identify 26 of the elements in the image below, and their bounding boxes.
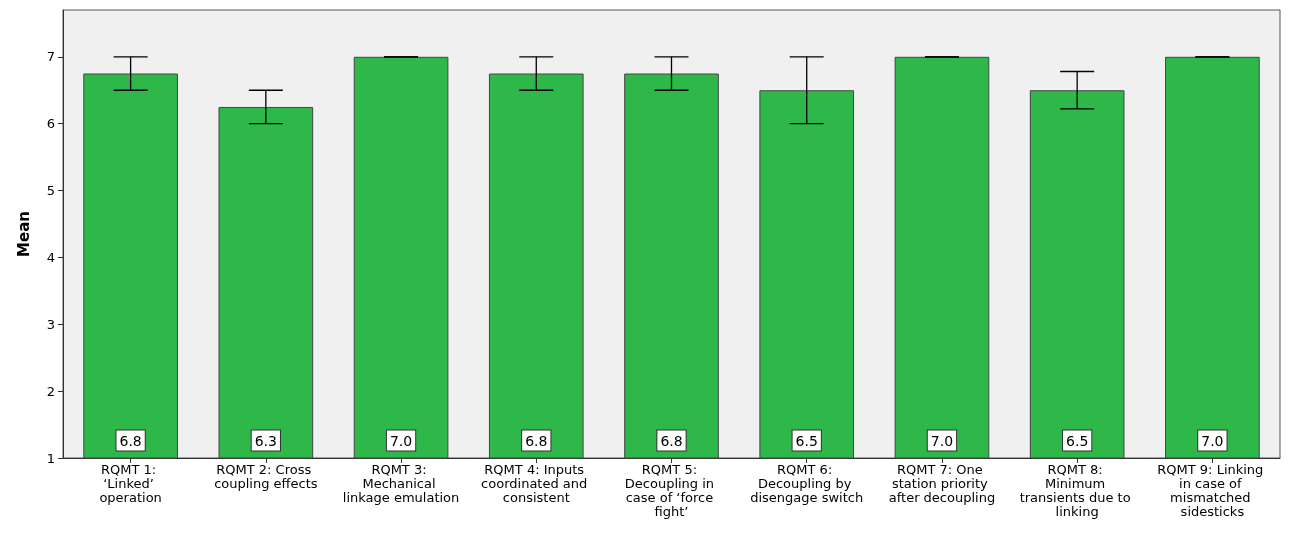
data-label: 7.0 (930, 432, 954, 449)
x-tick-label: RQMT 4: Inputs coordinated and consistent (481, 461, 592, 505)
data-label: 6.8 (660, 432, 683, 449)
x-tick-label: RQMT 2: Cross coupling effects (214, 461, 318, 491)
y-tick-label: 4 (46, 249, 55, 265)
data-label: 6.8 (525, 432, 548, 449)
data-label: 7.0 (1201, 432, 1224, 449)
data-label: 6.8 (119, 432, 142, 449)
x-tick-label: RQMT 6: Decoupling by disengage switch (750, 461, 864, 505)
y-tick-label: 5 (46, 183, 55, 199)
y-tick-label: 3 (46, 316, 55, 332)
y-tick-label: 6 (46, 116, 55, 132)
x-tick-label: RQMT 9: Linking in case of mismatched sidesticks (1157, 461, 1268, 519)
x-tick-label: RQMT 1: ‘Linked’ operation (99, 461, 162, 505)
y-tick-label: 1 (46, 450, 55, 466)
x-tick-label: RQMT 8: Minimum transients due to linking (1019, 461, 1135, 519)
y-tick-label: 7 (46, 49, 55, 65)
data-label: 6.5 (795, 432, 818, 449)
x-tick-label: RQMT 5: Decoupling in case of ‘force fight’ (624, 461, 719, 519)
x-tick-label: RQMT 7: One station priority after decoupling (888, 461, 996, 505)
data-label: 6.5 (1066, 432, 1089, 449)
x-tick-label: RQMT 3: Mechanical linkage emulation (342, 461, 460, 505)
y-tick-label: 2 (46, 383, 55, 399)
data-label: 6.3 (254, 432, 277, 449)
data-label: 7.0 (389, 432, 413, 449)
y-axis-title: Mean (14, 211, 33, 257)
